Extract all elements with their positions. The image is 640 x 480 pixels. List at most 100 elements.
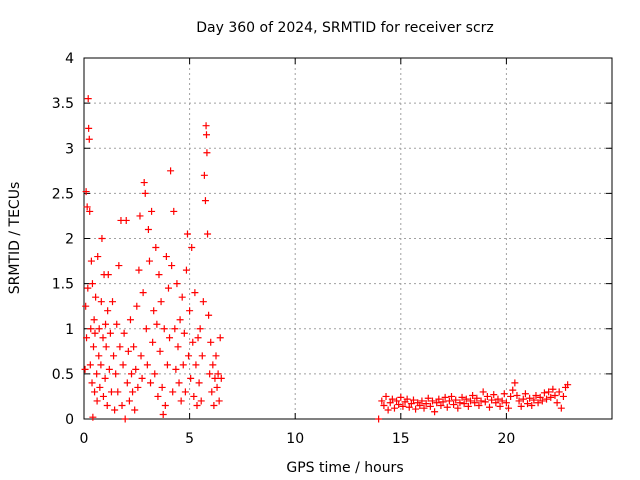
data-point — [528, 401, 536, 409]
y-tick-label: 1 — [65, 322, 74, 338]
data-point — [160, 325, 168, 333]
data-point — [152, 244, 160, 252]
data-point — [136, 212, 144, 220]
data-point — [393, 397, 401, 405]
data-point — [201, 197, 209, 205]
data-point — [157, 298, 165, 306]
data-point — [204, 230, 212, 238]
data-point — [95, 325, 103, 333]
data-point — [90, 316, 98, 324]
data-point — [418, 397, 426, 405]
data-point — [422, 400, 430, 408]
data-point — [403, 395, 411, 403]
y-axis-label: SRMTID / TECUs — [7, 182, 23, 295]
data-point — [87, 325, 95, 333]
data-point — [540, 389, 548, 397]
data-point — [141, 189, 149, 197]
data-point — [116, 343, 124, 351]
data-point — [94, 253, 102, 261]
data-point — [486, 403, 494, 411]
data-point — [120, 329, 128, 337]
data-point — [559, 392, 567, 400]
data-point — [213, 383, 221, 391]
data-point — [500, 390, 508, 398]
data-point — [177, 397, 185, 405]
data-point — [151, 370, 159, 378]
data-point — [426, 402, 434, 410]
data-point — [199, 298, 207, 306]
data-point — [158, 383, 166, 391]
data-point — [175, 379, 183, 387]
data-point — [431, 408, 439, 416]
data-point — [207, 338, 215, 346]
data-point — [494, 395, 502, 403]
data-point — [187, 374, 195, 382]
data-point — [134, 383, 142, 391]
data-point — [513, 392, 521, 400]
data-point — [395, 401, 403, 409]
data-point — [450, 401, 458, 409]
data-point — [144, 225, 152, 233]
data-point — [135, 266, 143, 274]
y-tick-label: 3 — [65, 141, 74, 157]
data-point — [217, 374, 225, 382]
data-point — [435, 395, 443, 403]
data-point — [84, 284, 92, 292]
data-point — [191, 289, 199, 297]
y-tick-label: 0 — [65, 412, 74, 428]
data-point — [121, 415, 129, 423]
data-point — [84, 95, 92, 103]
data-point — [198, 352, 206, 360]
data-point — [564, 381, 572, 389]
data-point — [185, 352, 193, 360]
data-point — [138, 374, 146, 382]
data-point — [102, 343, 110, 351]
data-point — [405, 403, 413, 411]
data-point — [163, 361, 171, 369]
data-point — [105, 365, 113, 373]
data-point — [530, 396, 538, 404]
data-point — [196, 325, 204, 333]
data-point — [168, 262, 176, 270]
data-point — [167, 167, 175, 175]
data-point — [378, 397, 386, 405]
data-point — [203, 149, 211, 157]
data-point — [477, 397, 485, 405]
data-point — [386, 399, 394, 407]
data-point — [181, 388, 189, 396]
data-point — [109, 298, 117, 306]
data-point — [215, 397, 223, 405]
data-point — [521, 390, 529, 398]
data-point — [545, 388, 553, 396]
data-point — [479, 388, 487, 396]
data-point — [111, 406, 119, 414]
data-point — [447, 392, 455, 400]
data-point — [166, 334, 174, 342]
data-point — [481, 398, 489, 406]
y-tick-label: 0.5 — [52, 367, 74, 383]
data-point — [155, 271, 163, 279]
data-point — [202, 131, 210, 139]
data-point — [132, 365, 140, 373]
data-point — [547, 393, 555, 401]
data-point — [517, 402, 525, 410]
data-point — [439, 398, 447, 406]
data-point — [131, 406, 139, 414]
data-point — [190, 392, 198, 400]
data-point — [192, 361, 200, 369]
data-point — [458, 393, 466, 401]
data-point — [83, 203, 91, 211]
data-point — [176, 316, 184, 324]
data-point — [388, 395, 396, 403]
data-point — [153, 320, 161, 328]
data-point — [464, 402, 472, 410]
data-point — [424, 394, 432, 402]
data-point — [475, 401, 483, 409]
data-point — [162, 253, 170, 261]
data-point — [460, 400, 468, 408]
data-point — [104, 307, 112, 315]
data-point — [106, 329, 114, 337]
data-point — [182, 266, 190, 274]
data-point — [214, 370, 222, 378]
